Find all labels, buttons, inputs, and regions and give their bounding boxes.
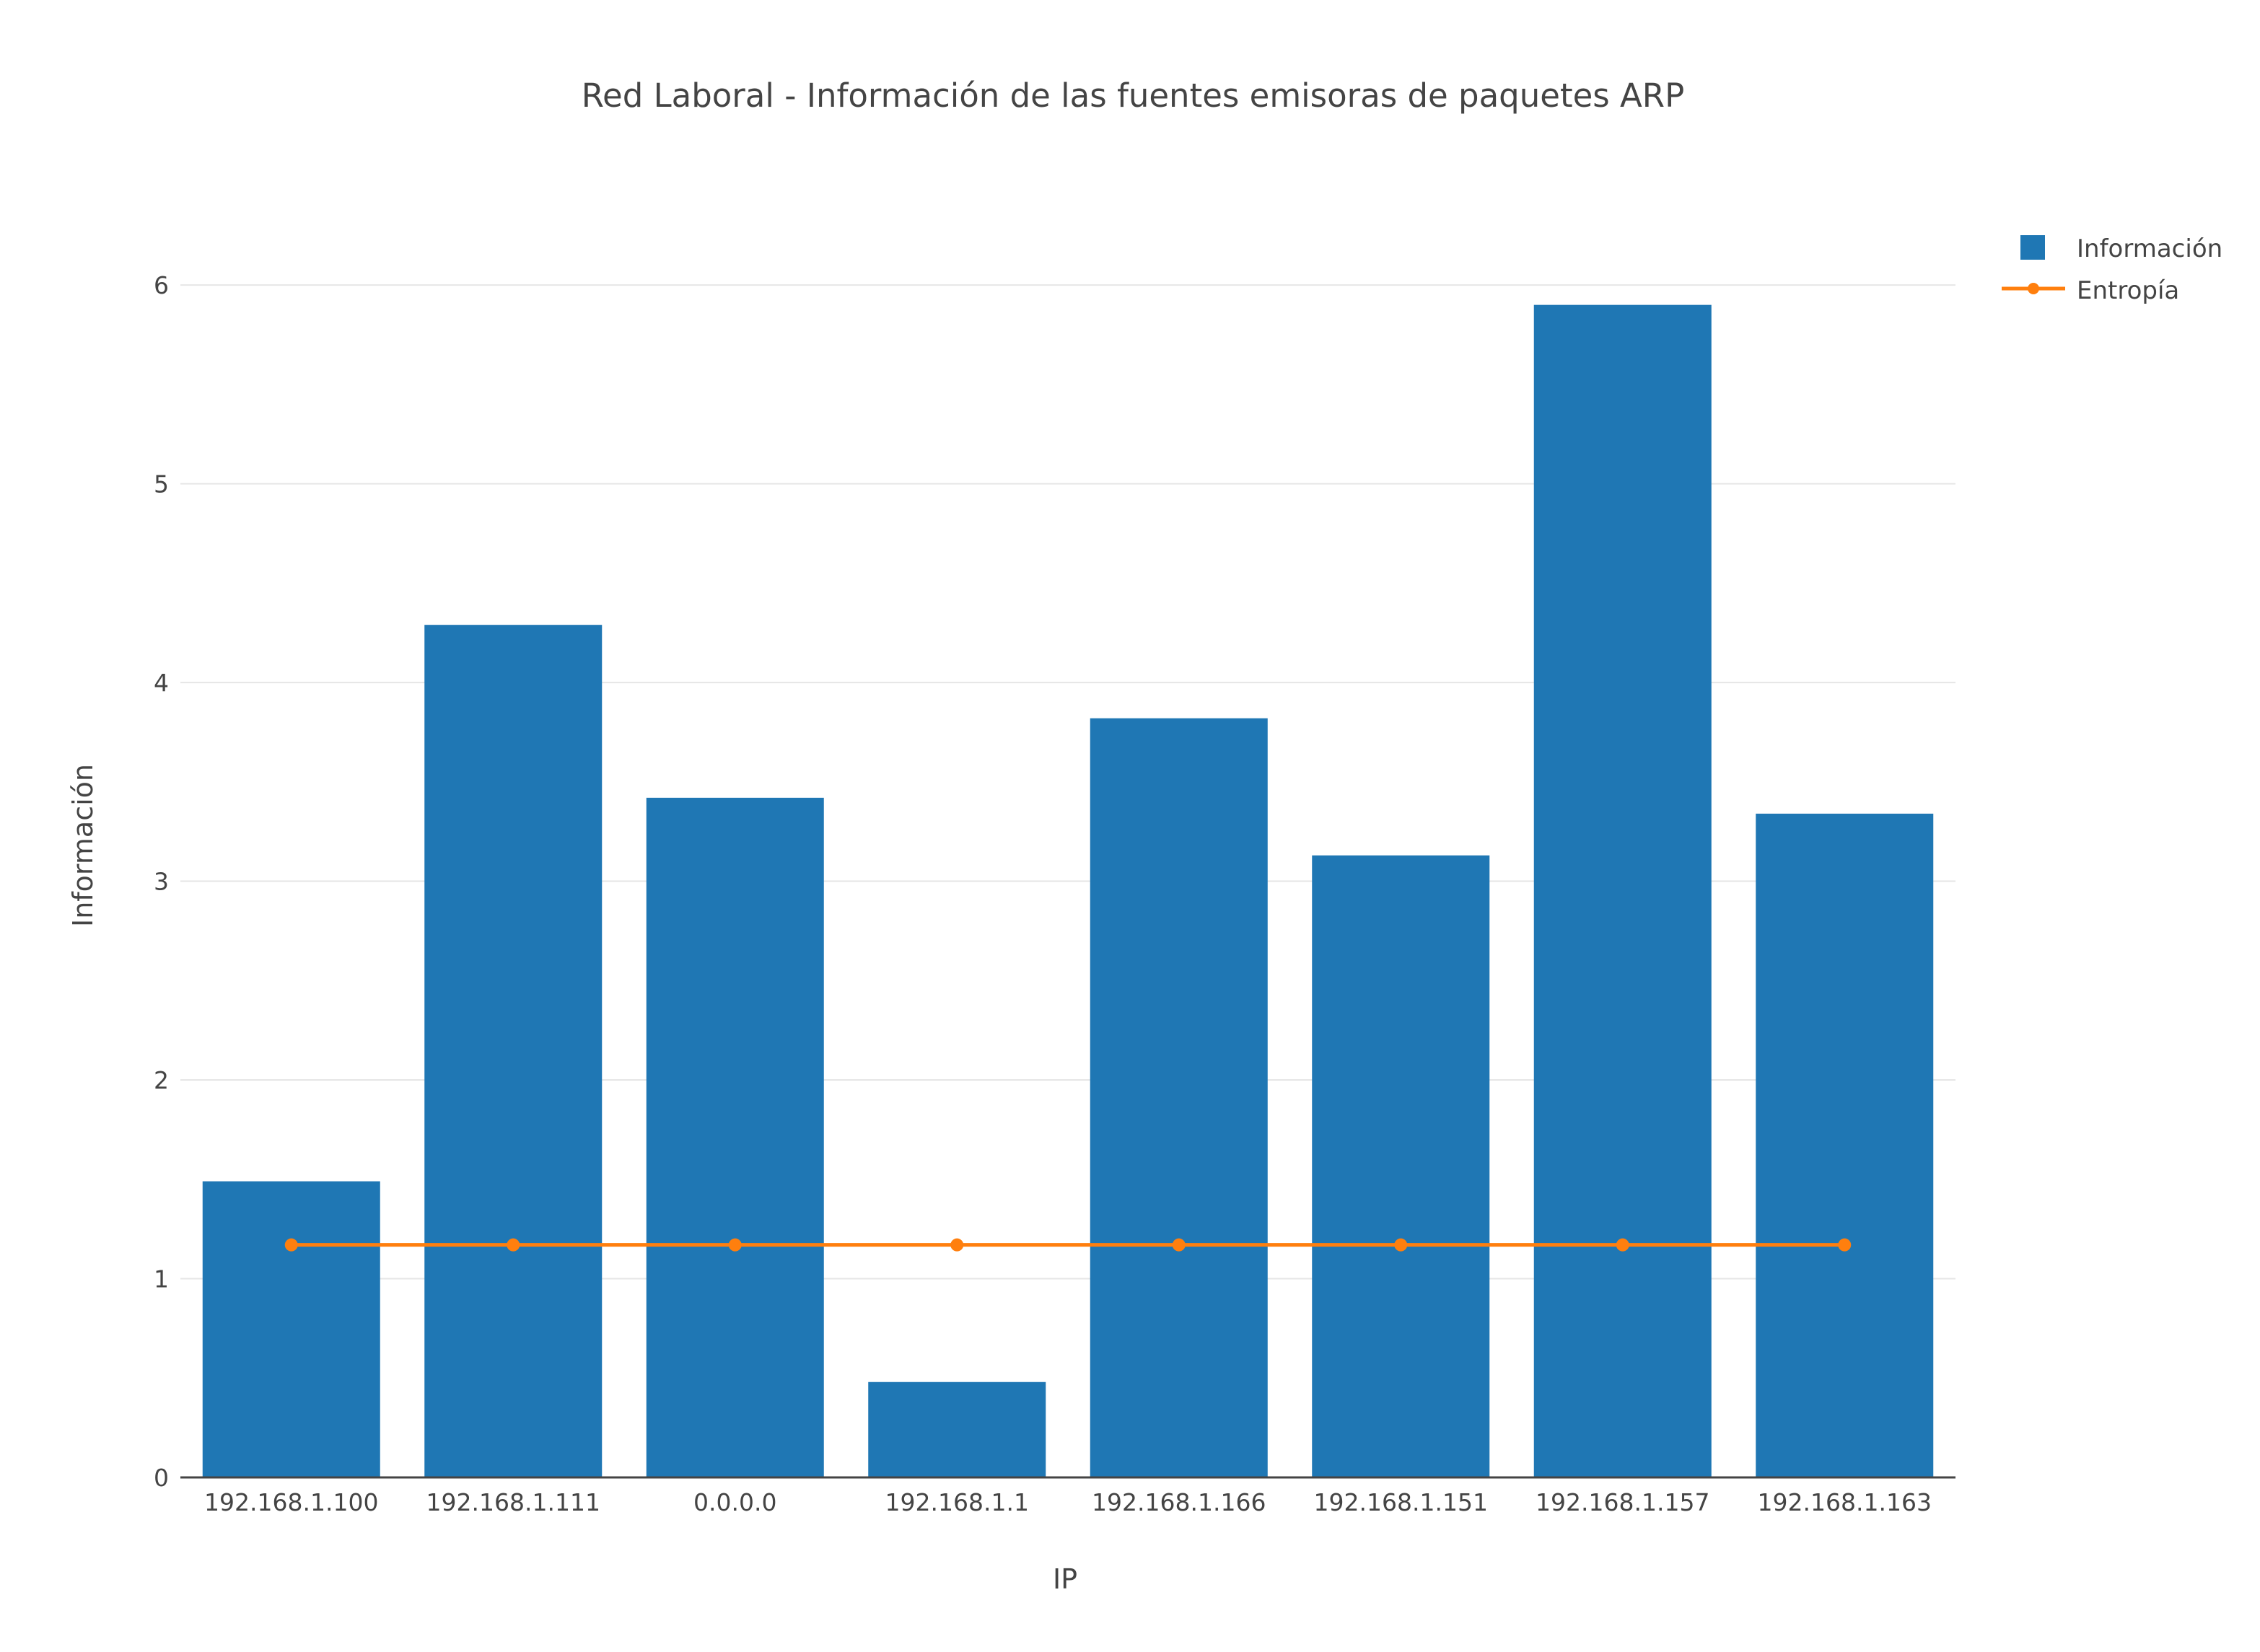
entropy-marker <box>507 1238 520 1252</box>
bar <box>868 1381 1046 1477</box>
x-axis-title: IP <box>1053 1563 1077 1595</box>
entropy-marker <box>284 1238 298 1252</box>
entropy-marker <box>1616 1238 1629 1252</box>
y-tick-label: 3 <box>154 868 169 896</box>
bar <box>202 1181 380 1477</box>
entropy-marker <box>1394 1238 1408 1252</box>
legend-swatch-informacion <box>2020 235 2045 260</box>
x-tick-label: 192.168.1.157 <box>1536 1488 1709 1516</box>
x-tick-label: 192.168.1.151 <box>1314 1488 1488 1516</box>
y-tick-label: 1 <box>154 1265 169 1293</box>
x-tick-label: 192.168.1.163 <box>1758 1488 1932 1516</box>
bar <box>424 625 603 1477</box>
y-tick-label: 2 <box>154 1066 169 1094</box>
bar <box>1090 718 1268 1477</box>
x-tick-label: 192.168.1.111 <box>426 1488 600 1516</box>
entropy-marker <box>728 1238 742 1252</box>
bar-series <box>202 304 1934 1478</box>
x-tick-label: 192.168.1.100 <box>204 1488 378 1516</box>
x-tick-label: 192.168.1.1 <box>885 1488 1029 1516</box>
y-tick-label: 5 <box>154 470 169 498</box>
entropy-marker <box>1172 1238 1186 1252</box>
x-tick-label: 0.0.0.0 <box>693 1488 776 1516</box>
legend-marker-entropia <box>2028 283 2039 294</box>
y-tick-label: 4 <box>154 669 169 697</box>
legend: Información Entropía <box>2002 234 2222 305</box>
bar <box>1533 304 1712 1478</box>
y-tick-label: 0 <box>154 1464 169 1492</box>
y-axis-title: Información <box>67 764 99 927</box>
axes: 0 1 2 3 4 5 6 192.168.1.100 192.168.1.111 0.0.0.0… <box>154 271 1955 1516</box>
entropy-marker <box>950 1238 964 1252</box>
x-tick-label: 192.168.1.166 <box>1092 1488 1266 1516</box>
entropy-marker <box>1838 1238 1852 1252</box>
legend-label-entropia: Entropía <box>2077 276 2179 305</box>
legend-label-informacion: Información <box>2077 234 2222 263</box>
bar <box>1312 855 1490 1477</box>
y-tick-label: 6 <box>154 271 169 299</box>
bar <box>1756 813 1934 1477</box>
line-series <box>284 1238 1852 1252</box>
chart-title: Red Laboral - Información de las fuentes… <box>582 76 1684 115</box>
bar <box>646 797 824 1477</box>
